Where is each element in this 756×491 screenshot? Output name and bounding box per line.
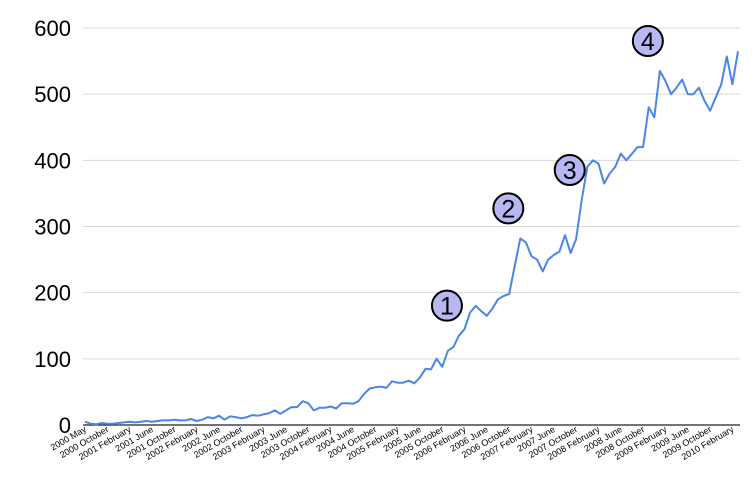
annotation-label: 1 bbox=[440, 293, 454, 321]
annotation-circle bbox=[631, 25, 664, 58]
y-tick-label: 400 bbox=[34, 148, 71, 173]
gridlines bbox=[83, 27, 740, 360]
annotations: 1 2 3 4 bbox=[430, 25, 664, 322]
annotation-marker: 4 bbox=[631, 25, 664, 58]
y-tick-label: 200 bbox=[34, 281, 71, 306]
annotation-label: 3 bbox=[563, 157, 577, 185]
y-tick-labels: 0 100 200 300 400 500 600 bbox=[34, 16, 71, 438]
annotation-circle bbox=[553, 154, 586, 187]
annotation-label: 2 bbox=[501, 195, 515, 223]
y-tick-label: 100 bbox=[34, 347, 71, 372]
annotation-marker: 2 bbox=[492, 192, 525, 225]
annotation-marker: 1 bbox=[430, 289, 463, 322]
y-tick-label: 0 bbox=[59, 413, 71, 438]
y-tick-label: 300 bbox=[34, 215, 71, 240]
series-line bbox=[84, 51, 739, 426]
annotation-circle bbox=[430, 289, 463, 322]
annotation-circle bbox=[492, 192, 525, 225]
annotation-marker: 3 bbox=[553, 154, 586, 187]
annotation-label: 4 bbox=[641, 28, 655, 56]
y-tick-label: 500 bbox=[34, 82, 71, 107]
y-tick-label: 600 bbox=[34, 16, 71, 41]
series-lines bbox=[84, 51, 739, 426]
